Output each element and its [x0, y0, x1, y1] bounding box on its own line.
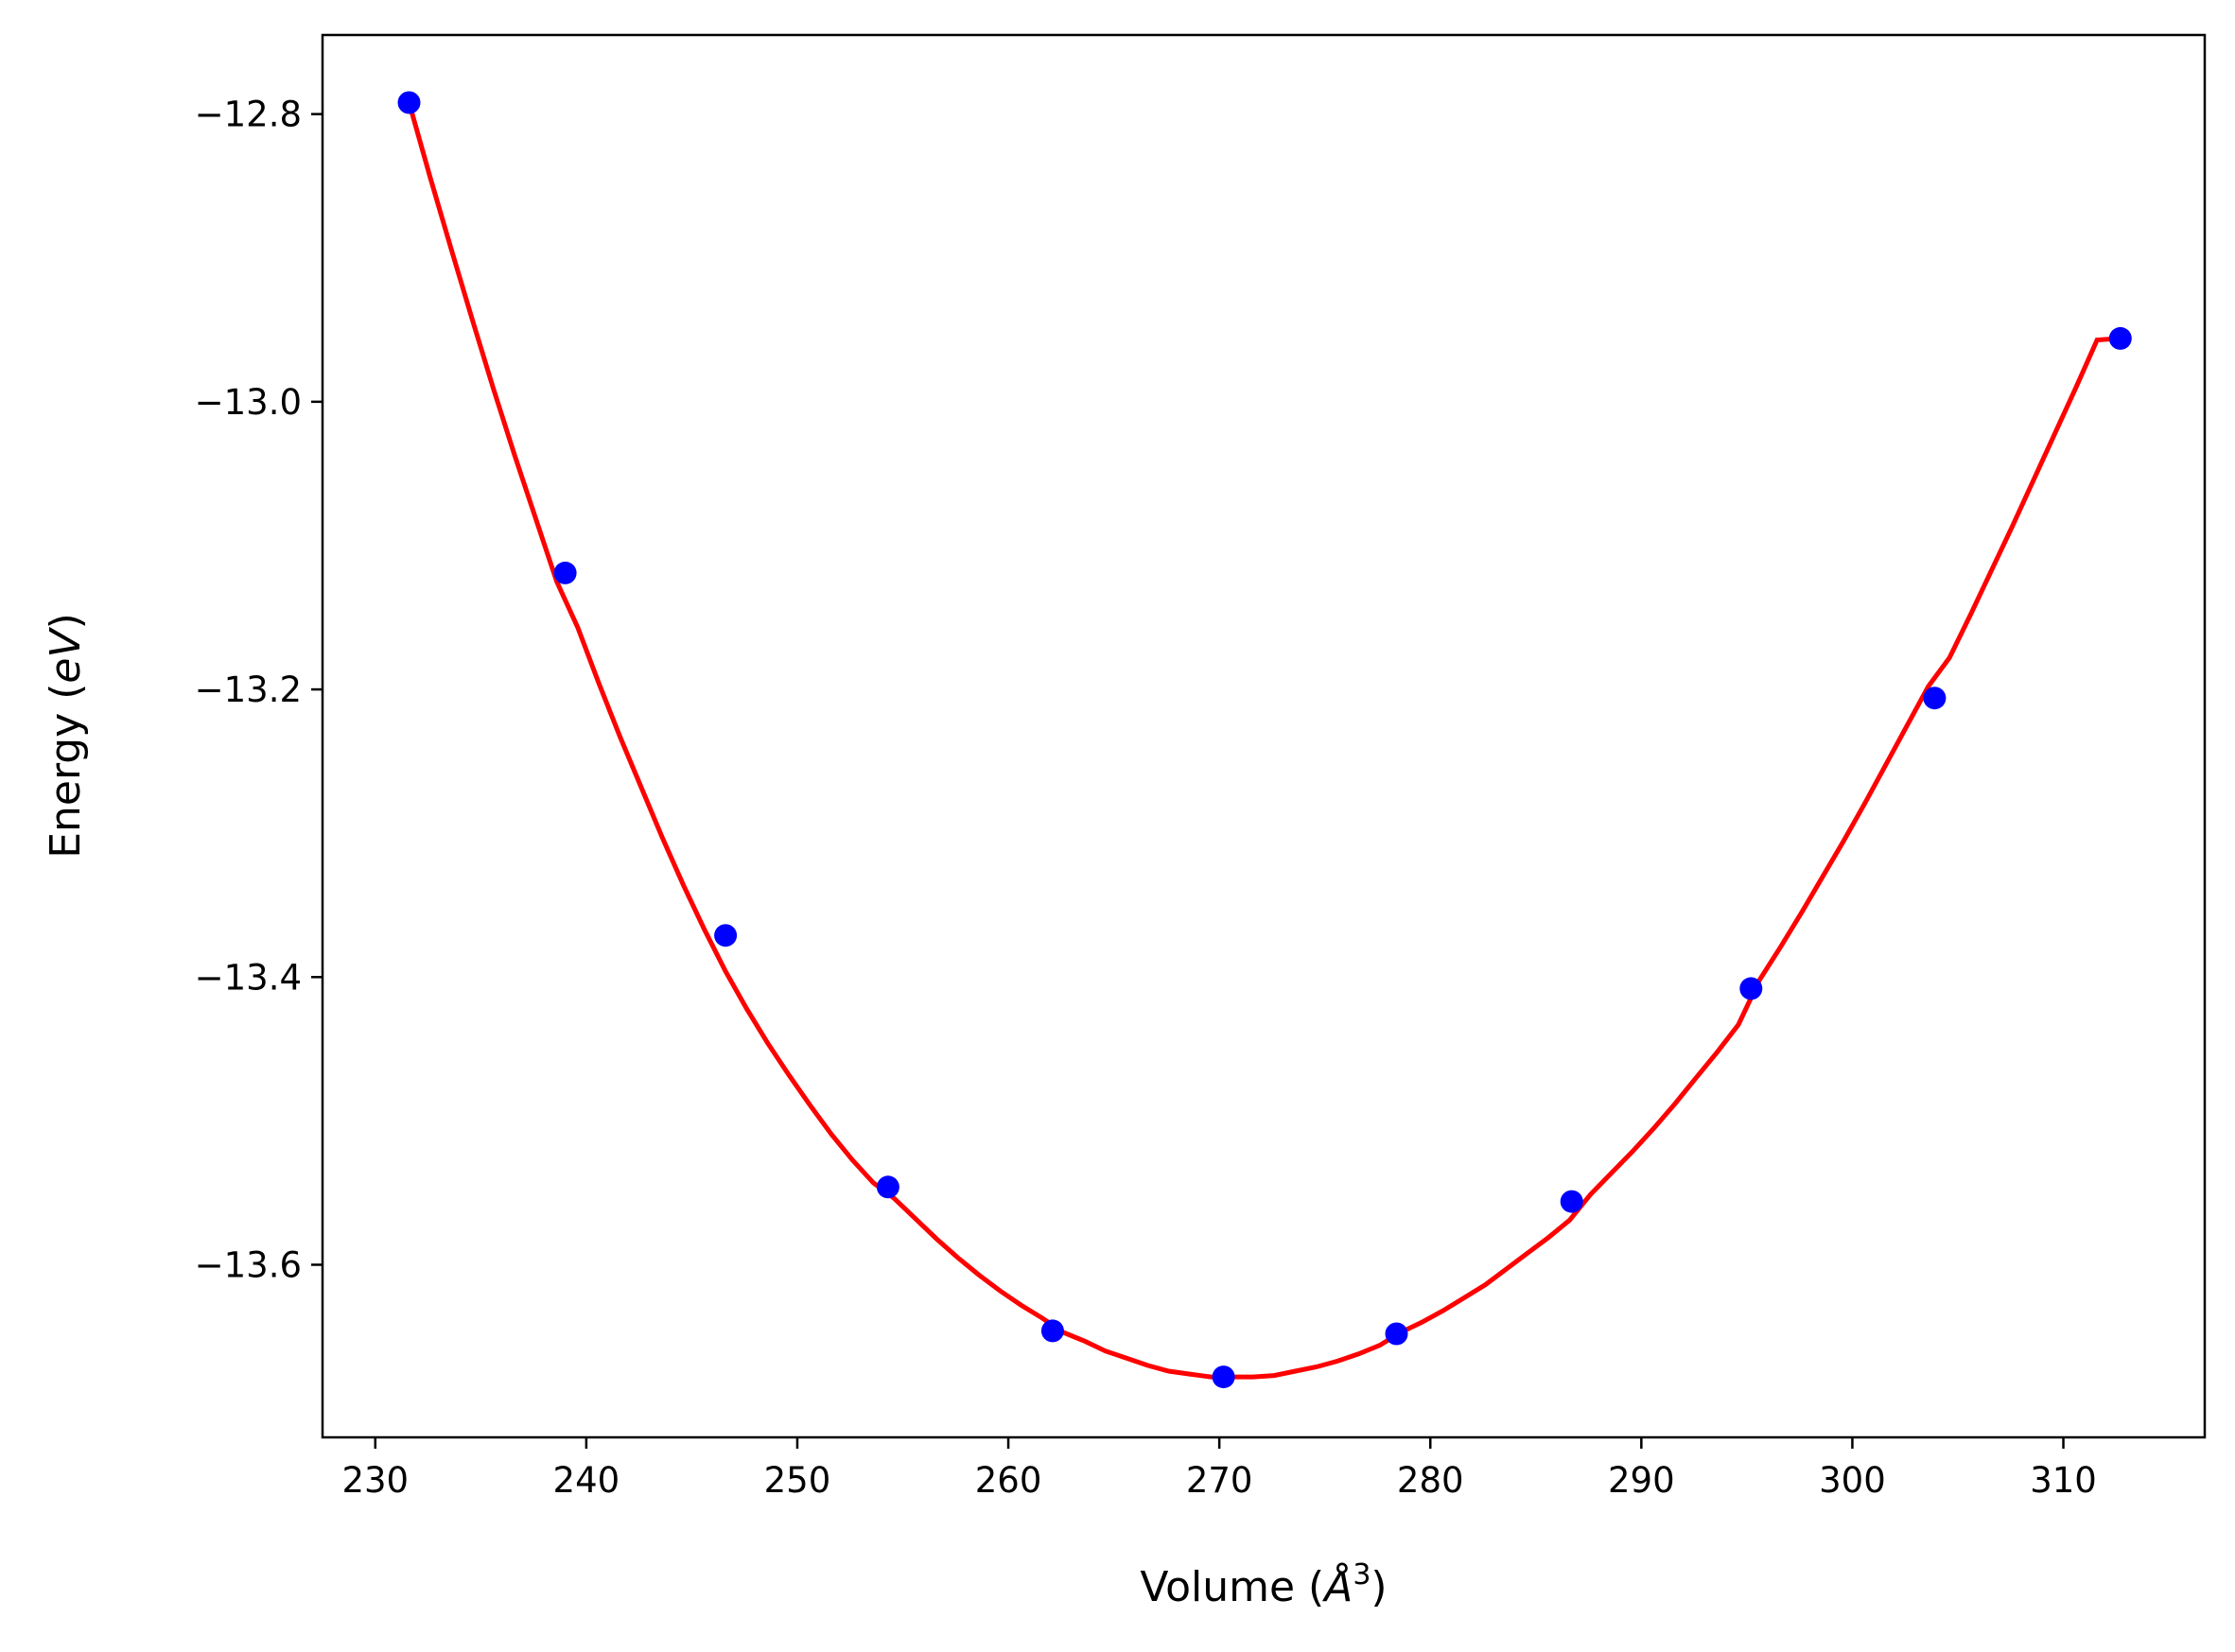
y-tick-label: −13.2 [195, 669, 302, 710]
y-axis-label-unit: eV [42, 627, 90, 684]
x-axis-label: Volume (Å3) [1140, 1558, 1387, 1611]
x-axis-label-symbol: Å [1321, 1561, 1353, 1611]
data-point [1560, 1190, 1583, 1213]
x-axis-label-close: ) [1371, 1563, 1387, 1611]
x-tick-label: 300 [1819, 1460, 1886, 1501]
data-point [1212, 1365, 1235, 1389]
x-tick-label: 270 [1186, 1460, 1253, 1501]
data-point [553, 561, 577, 584]
x-tick-label: 250 [764, 1460, 831, 1501]
y-axis-label: Energy (eV) [42, 613, 90, 859]
y-tick-label: −13.0 [195, 382, 302, 423]
y-tick-label: −12.8 [195, 95, 302, 135]
data-point [1923, 687, 1947, 710]
y-tick-label: −13.4 [195, 957, 302, 998]
data-point [1739, 977, 1763, 1000]
fit-curve [407, 101, 2121, 1380]
x-tick-label: 290 [1608, 1460, 1675, 1501]
y-axis-ticks: −13.6 −13.4 −13.2 −13.0 −12.8 [195, 95, 323, 1285]
data-point [1385, 1322, 1408, 1346]
x-tick-label: 240 [553, 1460, 620, 1501]
x-tick-label: 260 [975, 1460, 1042, 1501]
x-tick-label: 230 [341, 1460, 409, 1501]
data-point [2108, 326, 2132, 350]
data-point [1040, 1319, 1064, 1343]
y-axis-label-close: ) [42, 613, 90, 629]
x-axis-ticks: 230 240 250 260 270 280 290 300 310 [341, 1437, 2097, 1501]
plot-area [397, 91, 2132, 1389]
y-tick-label: −13.6 [195, 1244, 302, 1285]
data-point [714, 924, 738, 948]
x-axis-label-exponent: 3 [1353, 1558, 1371, 1591]
x-tick-label: 280 [1397, 1460, 1464, 1501]
axes-frame [321, 33, 2207, 1439]
data-point [397, 91, 421, 114]
x-tick-label: 310 [2030, 1460, 2097, 1501]
data-point [876, 1175, 899, 1199]
